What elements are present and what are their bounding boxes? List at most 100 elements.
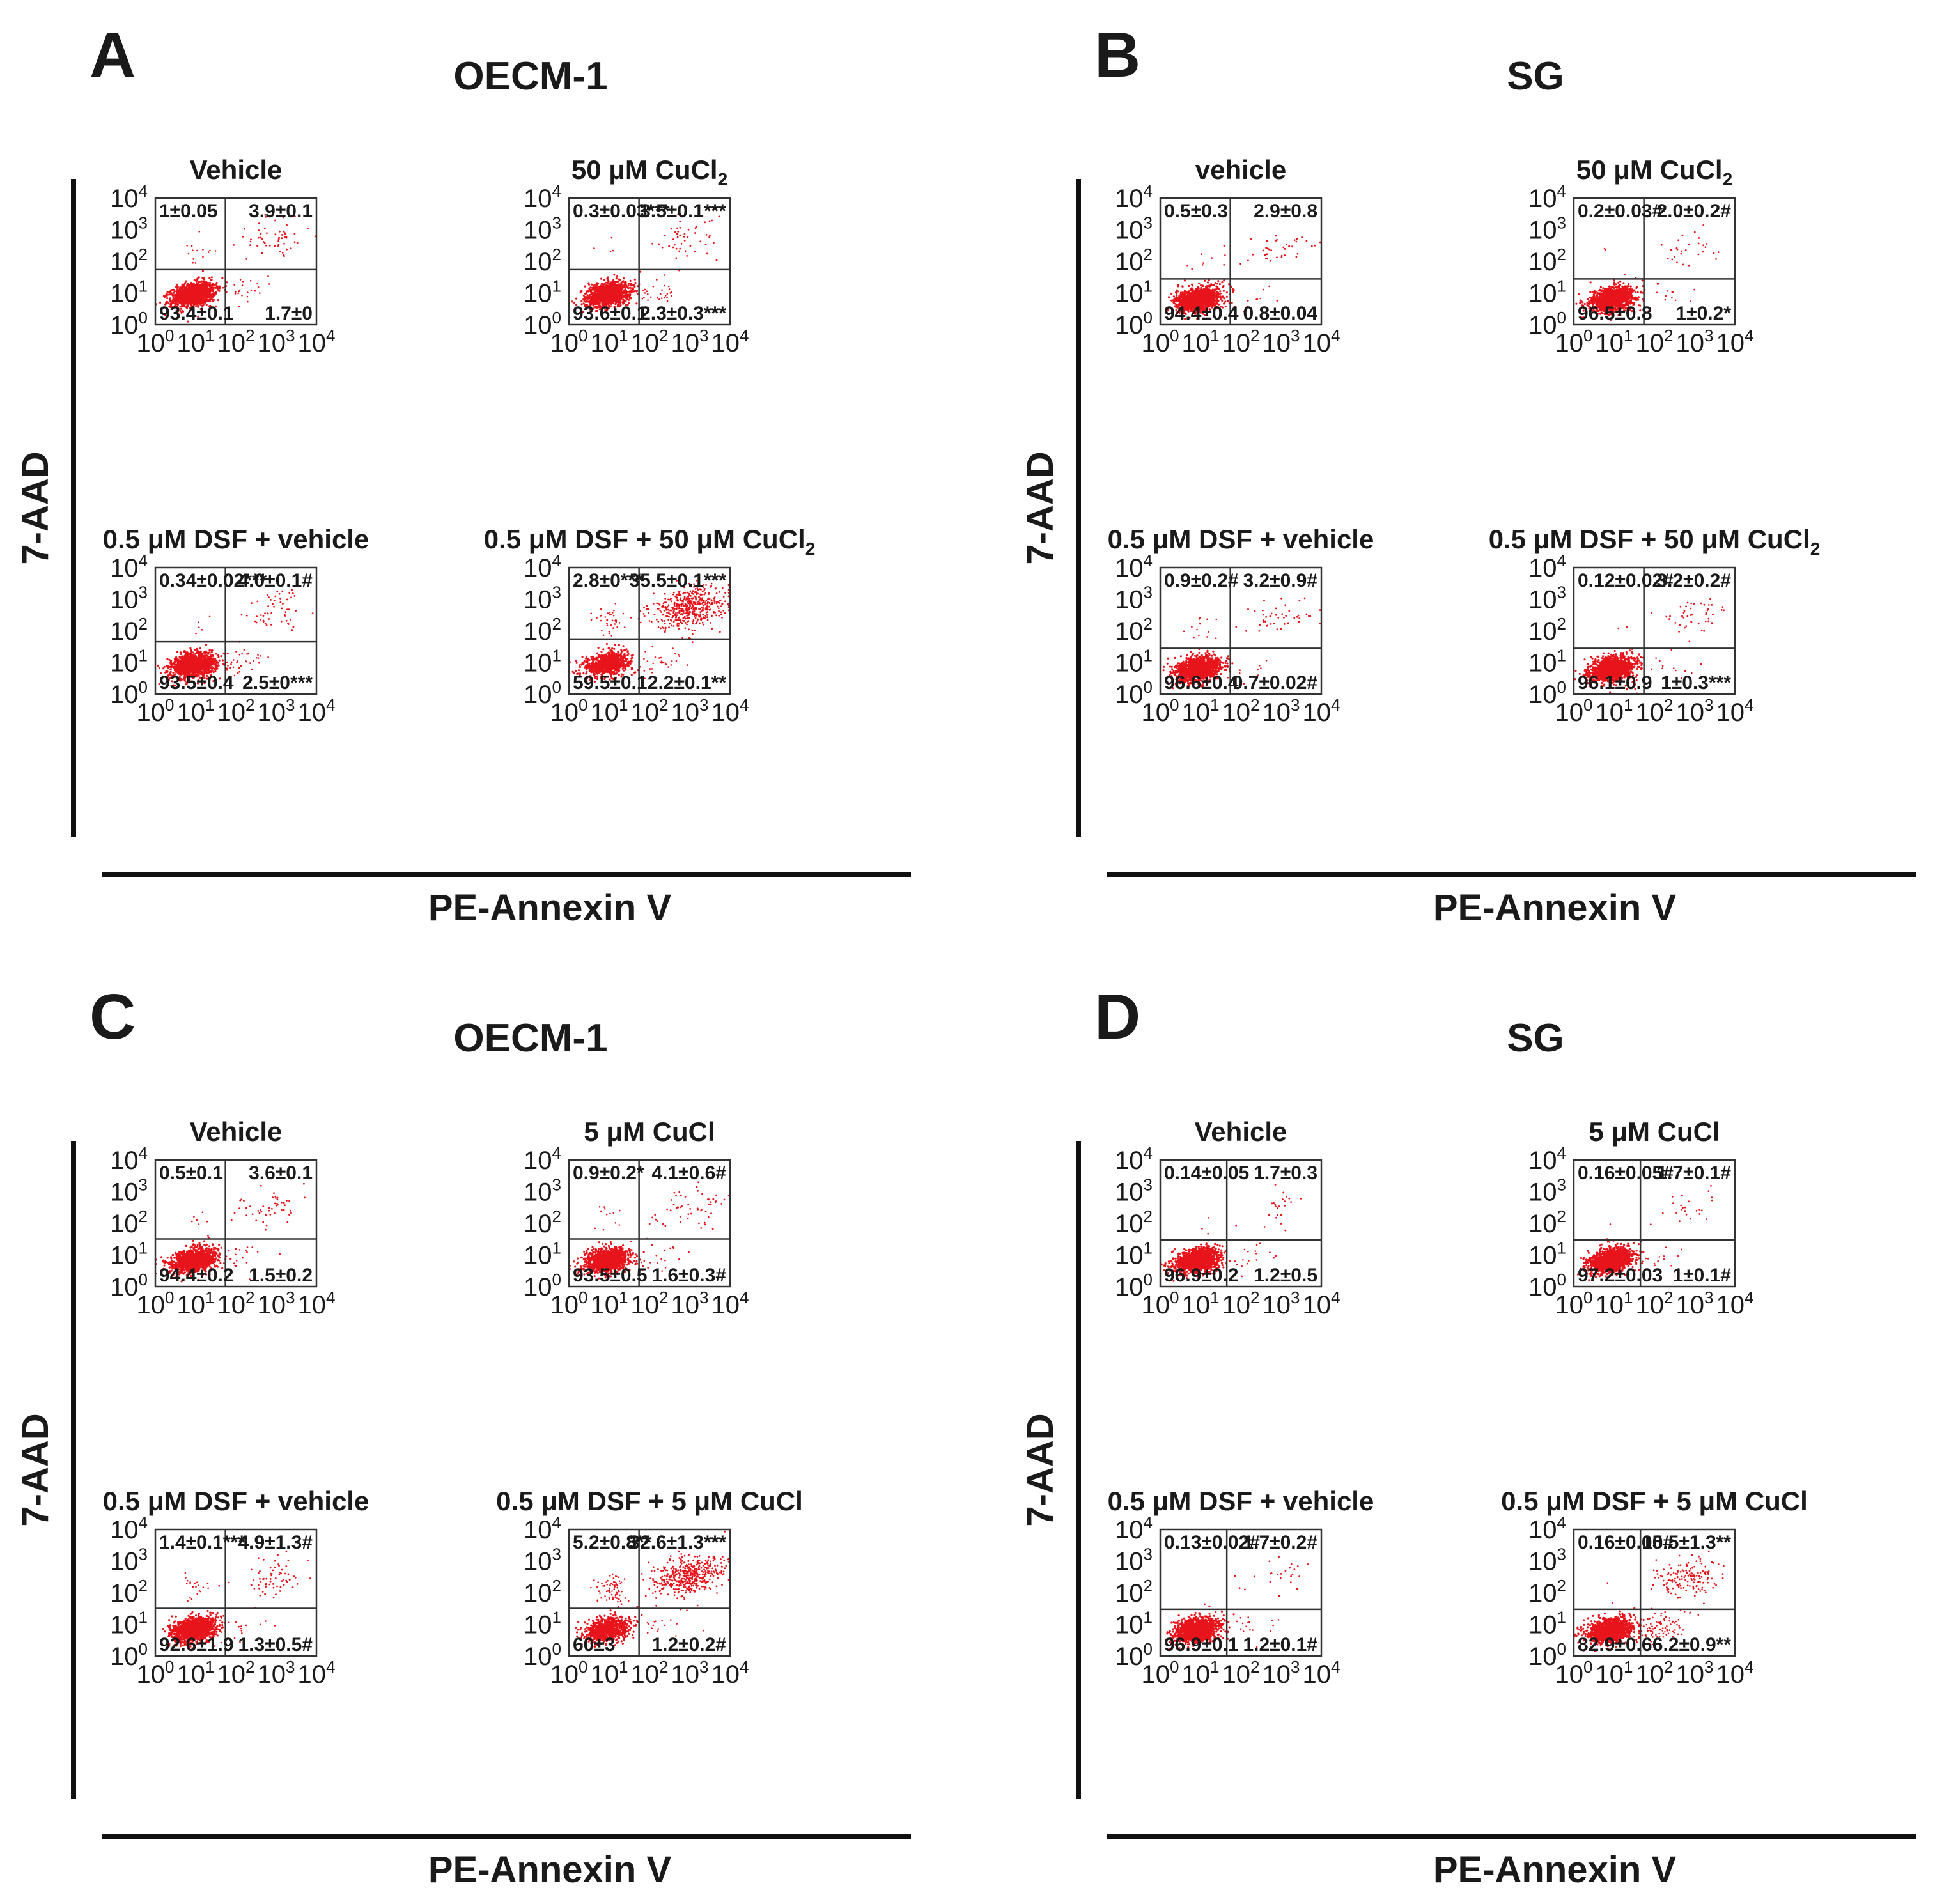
- scatter-dot: [173, 290, 176, 293]
- tick-exponent: 4: [740, 326, 749, 345]
- x-tick-label: 100: [137, 326, 175, 357]
- x-tick-label: 101: [177, 326, 215, 357]
- scatter-dot: [610, 236, 613, 239]
- scatter-dot: [209, 290, 212, 292]
- scatter-dot: [268, 618, 270, 620]
- scatter-dot: [249, 244, 251, 246]
- tick-exponent: 2: [552, 245, 561, 264]
- scatter-dot: [618, 644, 620, 646]
- scatter-dot: [231, 661, 233, 663]
- scatter-dot: [617, 297, 619, 300]
- scatter-dot: [286, 224, 288, 226]
- scatter-dot: [221, 277, 224, 279]
- scatter-dot: [251, 602, 253, 604]
- scatter-dot: [614, 288, 616, 291]
- tick-exponent: 1: [139, 277, 148, 296]
- scatter-dot: [242, 281, 244, 283]
- scatter-dot: [222, 286, 224, 289]
- scatter-dot: [234, 293, 237, 295]
- scatter-dot: [187, 294, 189, 297]
- scatter-dot: [610, 286, 613, 288]
- scatter-dot: [178, 296, 180, 298]
- scatter-dot: [233, 659, 235, 661]
- scatter-dot: [187, 320, 189, 323]
- tick-base: 10: [110, 586, 139, 614]
- quadrant-label-lower-right: 2.5±0***: [242, 672, 313, 693]
- scatter-dot: [201, 629, 203, 631]
- scatter-dot: [178, 290, 180, 292]
- scatter-dot: [241, 653, 243, 655]
- scatter-dot: [163, 665, 166, 668]
- scatter-dot: [205, 297, 207, 300]
- tick-base: 10: [524, 280, 552, 308]
- tick-exponent: 3: [139, 213, 148, 233]
- tick-base: 10: [110, 185, 139, 213]
- quadrant-label-upper-right: 3.5±0.1***: [640, 201, 726, 222]
- scatter-dot: [284, 232, 286, 235]
- scatter-dot: [612, 299, 614, 302]
- scatter-dot: [643, 292, 646, 294]
- plot-title-text: 0.5 μM DSF + vehicle: [103, 524, 369, 554]
- scatter-dot: [198, 297, 201, 299]
- tick-base: 10: [110, 649, 139, 677]
- scatter-dot: [277, 240, 279, 242]
- scatter-dot: [179, 663, 182, 666]
- tick-exponent: 4: [326, 326, 335, 345]
- tick-exponent: 0: [552, 308, 561, 327]
- quadrant-label-upper-right: 4.0±0.1#: [238, 570, 313, 591]
- scatter-dot: [205, 662, 208, 664]
- scatter-dot: [201, 283, 205, 285]
- scatter-dot: [206, 299, 209, 302]
- scatter-dot: [623, 277, 625, 280]
- scatter-dot: [188, 662, 190, 664]
- tick-base: 10: [137, 699, 166, 727]
- tick-base: 10: [177, 329, 206, 357]
- scatter-dot: [618, 284, 620, 287]
- scatter-dot: [182, 296, 184, 298]
- scatter-dot: [624, 290, 626, 293]
- scatter-dot: [213, 294, 215, 297]
- scatter-dot: [183, 666, 186, 669]
- scatter-dot: [214, 283, 217, 286]
- x-tick-label: 104: [298, 326, 336, 357]
- scatter-dot: [664, 284, 665, 287]
- scatter-dot: [295, 610, 297, 612]
- scatter-dot: [274, 233, 277, 236]
- scatter-dot: [189, 647, 192, 649]
- scatter-dot: [593, 284, 595, 287]
- tick-exponent: 0: [139, 308, 148, 327]
- scatter-dot: [599, 298, 602, 301]
- scatter-dot: [280, 620, 283, 623]
- scatter-dot: [268, 245, 271, 247]
- scatter-dot: [625, 284, 628, 287]
- scatter-dot: [593, 247, 595, 249]
- scatter-dot: [209, 249, 211, 252]
- scatter-dot: [286, 598, 288, 601]
- scatter-dot: [660, 293, 662, 295]
- scatter-dot: [190, 651, 193, 653]
- scatter-dot: [199, 651, 202, 653]
- scatter-dot: [245, 258, 247, 260]
- tick-base: 10: [671, 329, 700, 357]
- plot-title-text: Vehicle: [190, 155, 283, 185]
- scatter-dot: [185, 280, 187, 283]
- x-tick-label: 100: [137, 695, 175, 727]
- tick-base: 10: [298, 699, 327, 727]
- scatter-dot: [287, 623, 289, 625]
- scatter-dot: [212, 298, 215, 302]
- scatter-dot: [197, 666, 199, 669]
- scatter-dot: [658, 298, 660, 300]
- scatter-dot: [208, 651, 211, 654]
- scatter-dot: [192, 663, 194, 666]
- scatter-dot: [283, 254, 285, 256]
- scatter-dot: [205, 295, 208, 298]
- quadrant-label-upper-right: 3.9±0.1: [249, 201, 313, 222]
- scatter-dot: [186, 244, 188, 247]
- scatter-dot: [237, 292, 239, 295]
- scatter-dot: [292, 626, 295, 628]
- y-tick-label: 101: [110, 277, 148, 308]
- scatter-dot: [189, 665, 192, 669]
- scatter-dot: [201, 659, 203, 662]
- tick-base: 10: [524, 248, 552, 276]
- scatter-dot: [605, 642, 609, 646]
